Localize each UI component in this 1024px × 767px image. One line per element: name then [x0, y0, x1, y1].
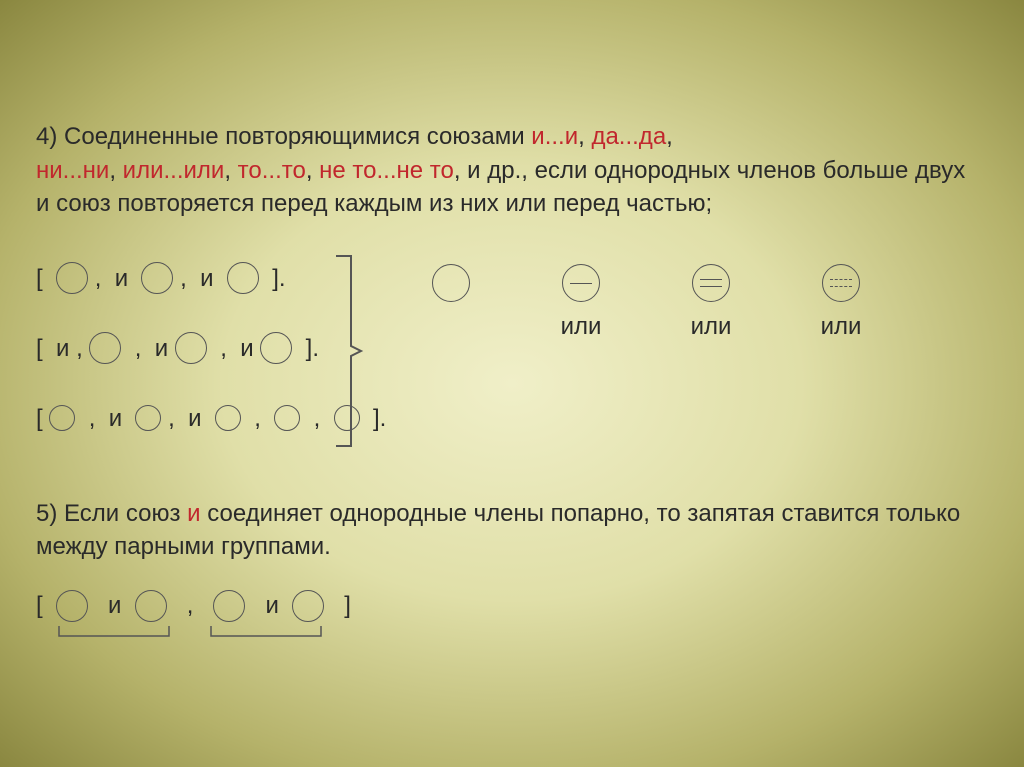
pair-brace-2-icon — [206, 624, 326, 644]
sep: , — [109, 157, 122, 184]
dot: . — [380, 405, 387, 432]
scheme-row-1: [ , и , и ]. — [36, 261, 286, 295]
and: и — [56, 335, 69, 362]
rule4-conj4: или...или — [123, 157, 225, 184]
rule4-conj6: не то...не то — [319, 157, 454, 184]
circle-icon — [141, 262, 173, 294]
circle-icon — [260, 332, 292, 364]
circle-icon — [175, 332, 207, 364]
rule-4-paragraph: 4) Соединенные повторяющимися союзами и.… — [36, 120, 984, 221]
and: и — [115, 265, 128, 292]
sep: , — [306, 157, 319, 184]
or-label: или — [786, 310, 896, 344]
and: и — [266, 592, 279, 619]
or-circles — [386, 261, 906, 305]
lb: [ — [36, 405, 43, 432]
comma: , — [314, 405, 321, 432]
rule4-conj5: то...то — [238, 157, 306, 184]
circle-icon — [215, 405, 241, 431]
dot: . — [312, 335, 319, 362]
rule4-conj2: да...да — [591, 123, 666, 150]
rule4-lead: 4) Соединенные повторяющимися союзами — [36, 123, 531, 150]
scheme-row-pair: [ и , и ] — [36, 588, 984, 658]
comma: , — [168, 405, 175, 432]
comma: , — [220, 335, 227, 362]
lb: [ — [36, 265, 43, 292]
rule5-a: 5) Если союз — [36, 500, 187, 527]
pair-brace-1-icon — [54, 624, 174, 644]
circle-icon — [227, 262, 259, 294]
lb: [ — [36, 592, 43, 619]
scheme-row-2: [ и , , и , и ]. — [36, 331, 319, 365]
or-labels: или или или — [386, 305, 906, 349]
scheme-area: [ , и , и ]. [ и , , и , и ]. [ — [36, 251, 984, 461]
comma: , — [180, 265, 187, 292]
and: и — [200, 265, 213, 292]
circle-empty-icon — [432, 264, 470, 302]
comma: , — [135, 335, 142, 362]
comma: , — [187, 592, 194, 619]
circle-one-icon — [562, 264, 600, 302]
or-label: или — [656, 310, 766, 344]
circle-icon — [49, 405, 75, 431]
circle-icon — [89, 332, 121, 364]
circle-icon — [292, 590, 324, 622]
or-scheme: или или или — [386, 261, 906, 349]
circle-two-icon — [692, 264, 730, 302]
circle-icon — [274, 405, 300, 431]
dot: . — [279, 265, 286, 292]
rule-5-paragraph: 5) Если союз и соединяет однородные член… — [36, 497, 984, 564]
rule5-and: и — [187, 500, 200, 527]
comma: , — [95, 265, 102, 292]
circle-icon — [56, 590, 88, 622]
sep: , — [666, 123, 673, 150]
and: и — [155, 335, 168, 362]
comma: , — [89, 405, 96, 432]
lb: [ — [36, 335, 43, 362]
circle-icon — [213, 590, 245, 622]
rb: ] — [272, 265, 279, 292]
pair-scheme: [ и , и ] — [36, 588, 351, 622]
and: и — [188, 405, 201, 432]
brace-icon — [326, 251, 366, 451]
and: и — [240, 335, 253, 362]
rb: ] — [344, 592, 351, 619]
rb: ] — [373, 405, 380, 432]
circle-dash-icon — [822, 264, 860, 302]
or-label: или — [526, 310, 636, 344]
circle-icon — [56, 262, 88, 294]
sep: , — [578, 123, 591, 150]
rule4-conj3: ни...ни — [36, 157, 109, 184]
comma: , — [76, 335, 83, 362]
slide-content: 4) Соединенные повторяющимися союзами и.… — [0, 0, 1024, 698]
comma: , — [254, 405, 261, 432]
and: и — [108, 592, 121, 619]
circle-icon — [135, 590, 167, 622]
and: и — [109, 405, 122, 432]
circle-icon — [135, 405, 161, 431]
rule4-conj1: и...и — [531, 123, 578, 150]
sep: , — [224, 157, 237, 184]
